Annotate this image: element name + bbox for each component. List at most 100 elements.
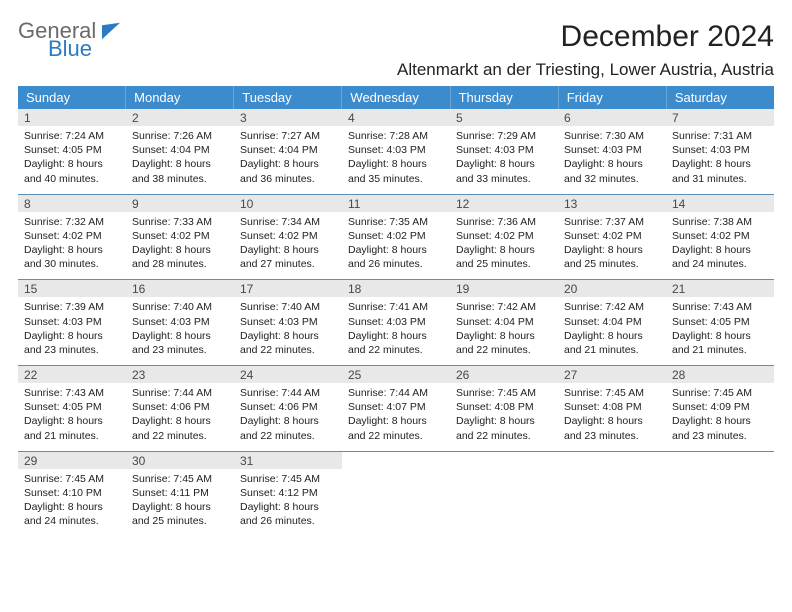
day-cell: 11Sunrise: 7:35 AMSunset: 4:02 PMDayligh…: [342, 195, 450, 280]
sunset-line: Sunset: 4:08 PM: [564, 400, 660, 414]
sunrise-line: Sunrise: 7:39 AM: [24, 300, 120, 314]
day-cell: 19Sunrise: 7:42 AMSunset: 4:04 PMDayligh…: [450, 280, 558, 365]
day-cell: 16Sunrise: 7:40 AMSunset: 4:03 PMDayligh…: [126, 280, 234, 365]
daylight-line: Daylight: 8 hours: [456, 243, 552, 257]
day-number: 25: [348, 368, 444, 382]
day-number: 1: [24, 111, 120, 125]
day-number-row: 22: [18, 366, 126, 383]
sunrise-line: Sunrise: 7:32 AM: [24, 215, 120, 229]
day-number-row: 18: [342, 280, 450, 297]
sunrise-line: Sunrise: 7:45 AM: [672, 386, 768, 400]
day-cell: 17Sunrise: 7:40 AMSunset: 4:03 PMDayligh…: [234, 280, 342, 365]
sunset-line: Sunset: 4:03 PM: [456, 143, 552, 157]
day-cell: 7Sunrise: 7:31 AMSunset: 4:03 PMDaylight…: [666, 109, 774, 194]
daylight-line: Daylight: 8 hours: [456, 157, 552, 171]
daylight-line: Daylight: 8 hours: [240, 500, 336, 514]
day-number-row: 8: [18, 195, 126, 212]
day-number: 9: [132, 197, 228, 211]
daylight-line: and 22 minutes.: [132, 429, 228, 443]
sunset-line: Sunset: 4:10 PM: [24, 486, 120, 500]
sunrise-line: Sunrise: 7:30 AM: [564, 129, 660, 143]
day-cell: 28Sunrise: 7:45 AMSunset: 4:09 PMDayligh…: [666, 366, 774, 451]
week-row: 22Sunrise: 7:43 AMSunset: 4:05 PMDayligh…: [18, 365, 774, 451]
daylight-line: Daylight: 8 hours: [672, 329, 768, 343]
daylight-line: Daylight: 8 hours: [132, 329, 228, 343]
day-number: 4: [348, 111, 444, 125]
sunset-line: Sunset: 4:02 PM: [24, 229, 120, 243]
sunset-line: Sunset: 4:02 PM: [564, 229, 660, 243]
day-number-row: 7: [666, 109, 774, 126]
sunrise-line: Sunrise: 7:27 AM: [240, 129, 336, 143]
day-number: 7: [672, 111, 768, 125]
day-cell: 29 Sunrise: 7:45 AMSunset: 4:10 PMDayligh…: [18, 452, 126, 537]
day-cell: 21Sunrise: 7:43 AMSunset: 4:05 PMDayligh…: [666, 280, 774, 365]
day-number: 5: [456, 111, 552, 125]
sunrise-line: Sunrise: 7:29 AM: [456, 129, 552, 143]
day-number-row: 15: [18, 280, 126, 297]
daylight-line: and 21 minutes.: [564, 343, 660, 357]
sunrise-line: Sunrise: 7:45 AM: [564, 386, 660, 400]
sunrise-line: Sunrise: 7:45 AM: [24, 472, 120, 486]
week-row: 29Sunrise: 7:45 AMSunset: 4:10 PMDayligh…: [18, 451, 774, 537]
day-number: 16: [132, 282, 228, 296]
day-number-row: 23: [126, 366, 234, 383]
sunrise-line: Sunrise: 7:31 AM: [672, 129, 768, 143]
weekday-header: Sunday: [18, 86, 126, 109]
daylight-line: Daylight: 8 hours: [564, 243, 660, 257]
day-cell: 26Sunrise: 7:45 AMSunset: 4:08 PMDayligh…: [450, 366, 558, 451]
header: General Blue December 2024 Altenmarkt an…: [18, 20, 774, 80]
sunrise-line: Sunrise: 7:42 AM: [564, 300, 660, 314]
sunset-line: Sunset: 4:12 PM: [240, 486, 336, 500]
sunset-line: Sunset: 4:06 PM: [132, 400, 228, 414]
daylight-line: Daylight: 8 hours: [24, 500, 120, 514]
daylight-line: Daylight: 8 hours: [348, 243, 444, 257]
day-number: 13: [564, 197, 660, 211]
day-cell-blank: [450, 452, 558, 537]
sunrise-line: Sunrise: 7:28 AM: [348, 129, 444, 143]
daylight-line: and 21 minutes.: [672, 343, 768, 357]
day-number-row: 3: [234, 109, 342, 126]
daylight-line: and 23 minutes.: [132, 343, 228, 357]
day-cell: 18Sunrise: 7:41 AMSunset: 4:03 PMDayligh…: [342, 280, 450, 365]
daylight-line: Daylight: 8 hours: [24, 243, 120, 257]
daylight-line: and 36 minutes.: [240, 172, 336, 186]
daylight-line: and 22 minutes.: [348, 343, 444, 357]
daylight-line: Daylight: 8 hours: [348, 414, 444, 428]
day-cell: 9Sunrise: 7:33 AMSunset: 4:02 PMDaylight…: [126, 195, 234, 280]
day-number: 17: [240, 282, 336, 296]
day-number-row: 27: [558, 366, 666, 383]
day-number-row: 17: [234, 280, 342, 297]
sunrise-line: Sunrise: 7:37 AM: [564, 215, 660, 229]
daylight-line: Daylight: 8 hours: [672, 414, 768, 428]
sunset-line: Sunset: 4:08 PM: [456, 400, 552, 414]
logo-triangle-icon: [102, 23, 120, 40]
day-number-row: 29: [18, 452, 126, 469]
day-cell: 6Sunrise: 7:30 AMSunset: 4:03 PMDaylight…: [558, 109, 666, 194]
daylight-line: and 26 minutes.: [240, 514, 336, 528]
daylight-line: and 28 minutes.: [132, 257, 228, 271]
day-number: 18: [348, 282, 444, 296]
day-number-row: 1: [18, 109, 126, 126]
daylight-line: and 22 minutes.: [240, 343, 336, 357]
daylight-line: and 22 minutes.: [456, 429, 552, 443]
day-cell: 2Sunrise: 7:26 AMSunset: 4:04 PMDaylight…: [126, 109, 234, 194]
weekday-header: Tuesday: [234, 86, 342, 109]
day-number-row: 25: [342, 366, 450, 383]
daylight-line: Daylight: 8 hours: [240, 414, 336, 428]
day-number: 20: [564, 282, 660, 296]
day-number-row: 2: [126, 109, 234, 126]
location-label: Altenmarkt an der Triesting, Lower Austr…: [397, 60, 774, 80]
daylight-line: Daylight: 8 hours: [672, 243, 768, 257]
day-number-row: 19: [450, 280, 558, 297]
daylight-line: and 23 minutes.: [564, 429, 660, 443]
daylight-line: Daylight: 8 hours: [672, 157, 768, 171]
sunrise-line: Sunrise: 7:35 AM: [348, 215, 444, 229]
daylight-line: Daylight: 8 hours: [564, 414, 660, 428]
weekday-header: Saturday: [667, 86, 774, 109]
day-cell: 22Sunrise: 7:43 AMSunset: 4:05 PMDayligh…: [18, 366, 126, 451]
weekday-header: Wednesday: [342, 86, 450, 109]
day-number-row: 9: [126, 195, 234, 212]
day-number: 12: [456, 197, 552, 211]
day-cell: 10Sunrise: 7:34 AMSunset: 4:02 PMDayligh…: [234, 195, 342, 280]
day-number-row: 10: [234, 195, 342, 212]
